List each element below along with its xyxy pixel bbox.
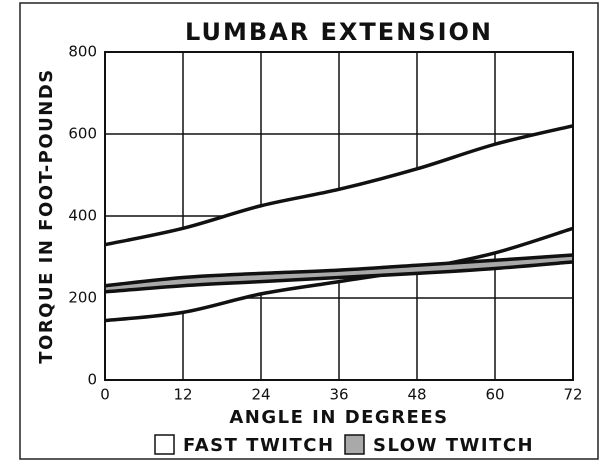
chart-title: LUMBAR EXTENSION [185, 18, 493, 46]
legend-swatch [345, 435, 364, 454]
x-axis-label: ANGLE IN DEGREES [229, 407, 448, 428]
y-axis-label: TORQUE IN FOOT-POUNDS [36, 68, 57, 364]
page: LUMBAR EXTENSION ANGLE IN DEGREES TORQUE… [0, 0, 610, 461]
y-tick-label: 800 [68, 43, 97, 61]
legend-label: SLOW TWITCH [373, 435, 534, 456]
y-tick-label: 600 [68, 125, 97, 143]
legend-swatch [155, 435, 174, 454]
x-tick-label: 36 [329, 386, 348, 404]
y-tick-label: 200 [68, 289, 97, 307]
x-tick-label: 60 [485, 386, 504, 404]
x-tick-label: 48 [407, 386, 426, 404]
y-tick-label: 0 [87, 371, 97, 389]
x-tick-label: 72 [563, 386, 582, 404]
x-tick-label: 24 [251, 386, 270, 404]
x-tick-label: 0 [100, 386, 110, 404]
y-tick-label: 400 [68, 207, 97, 225]
chart: LUMBAR EXTENSION ANGLE IN DEGREES TORQUE… [0, 0, 610, 461]
x-tick-label: 12 [173, 386, 192, 404]
legend-label: FAST TWITCH [183, 435, 335, 456]
